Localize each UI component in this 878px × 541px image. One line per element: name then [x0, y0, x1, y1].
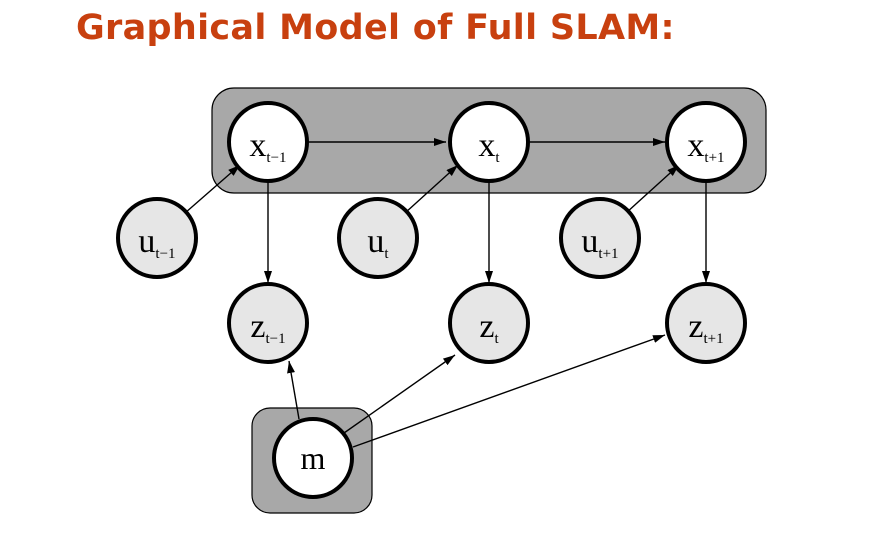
- edge-u-prev-to-x-prev: [184, 164, 241, 214]
- edges: [184, 138, 710, 448]
- node-z-t: zt: [448, 282, 530, 364]
- node-u-next-label: ut+1: [581, 223, 618, 262]
- node-u-prev-label: ut−1: [138, 223, 175, 262]
- node-x-next-label: xt+1: [687, 127, 724, 166]
- edge-m-to-z-next: [352, 334, 666, 448]
- edge-u-t-to-x-t: [404, 164, 459, 214]
- node-z-t-label: zt: [479, 308, 499, 347]
- edge-m-to-z-prev: [287, 360, 300, 420]
- node-u-t-label: ut: [367, 223, 389, 262]
- node-x-t-label: xt: [478, 127, 500, 166]
- edge-m-to-z-t: [343, 354, 456, 434]
- node-z-next-label: zt+1: [688, 308, 723, 347]
- node-x-prev-label: xt−1: [249, 127, 286, 166]
- node-u-t: ut: [337, 197, 419, 279]
- node-x-next: xt+1: [665, 101, 747, 183]
- edge-u-next-to-x-next: [625, 164, 680, 214]
- node-z-prev: zt−1: [227, 282, 309, 364]
- node-u-next: ut+1: [559, 197, 641, 279]
- node-u-prev: ut−1: [116, 197, 198, 279]
- node-x-prev: xt−1: [227, 101, 309, 183]
- node-z-next: zt+1: [665, 282, 747, 364]
- node-m: m: [272, 417, 354, 499]
- node-m-label: m: [301, 440, 326, 476]
- slide-title: Graphical Model of Full SLAM:: [76, 8, 675, 48]
- node-x-t: xt: [448, 101, 530, 183]
- node-z-prev-label: zt−1: [250, 308, 285, 347]
